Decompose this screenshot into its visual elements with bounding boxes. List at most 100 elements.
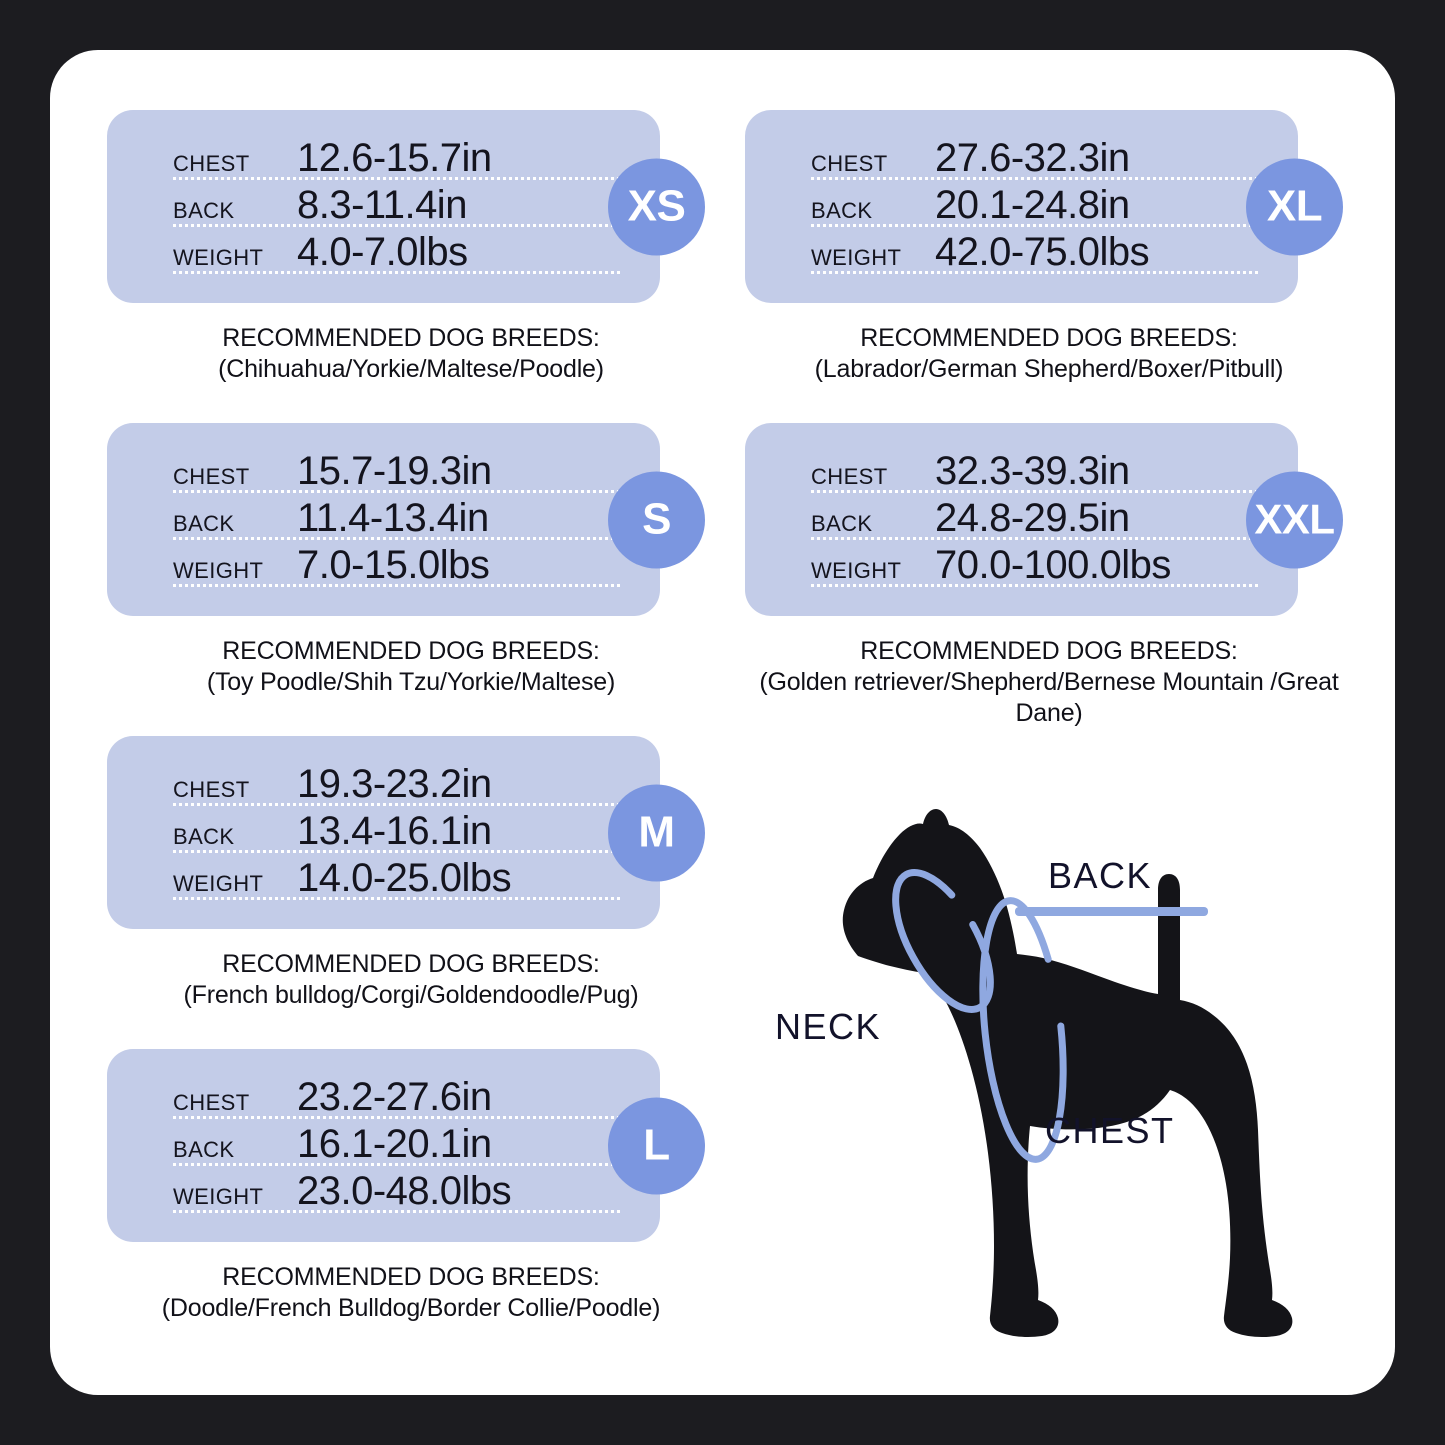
caption-heading: RECOMMENDED DOG BREEDS: [222,1263,600,1291]
breed-caption: RECOMMENDED DOG BREEDS: (Toy Poodle/Shih… [107,636,705,698]
row-label-weight: WEIGHT [811,245,902,270]
dog-silhouette-icon [842,809,1293,1337]
measurement-row-chest: CHEST 27.6-32.3in [745,136,1298,183]
breed-caption: RECOMMENDED DOG BREEDS: (Labrador/German… [745,323,1343,385]
size-card: CHEST 12.6-15.7in BACK 8.3-11.4in WEIGHT… [107,110,705,303]
size-chart-panel: CHEST 12.6-15.7in BACK 8.3-11.4in WEIGHT… [50,50,1395,1395]
row-value-weight: 42.0-75.0lbs [931,232,1156,276]
row-value-weight: 14.0-25.0lbs [293,858,518,902]
breed-caption: RECOMMENDED DOG BREEDS: (French bulldog/… [107,949,705,1011]
size-badge-xl: XL [1246,158,1343,255]
breed-caption: RECOMMENDED DOG BREEDS: (Golden retrieve… [745,636,1343,729]
row-value-chest: 27.6-32.3in [931,138,1136,182]
row-value-weight: 23.0-48.0lbs [293,1171,518,1215]
size-block-xl: CHEST 27.6-32.3in BACK 20.1-24.8in WEIGH… [745,110,1343,385]
row-value-chest: 23.2-27.6in [293,1077,498,1121]
measurement-row-back: BACK 20.1-24.8in [745,183,1298,230]
size-block-s: CHEST 15.7-19.3in BACK 11.4-13.4in WEIGH… [107,423,705,698]
dog-diagram-svg [842,809,1293,1337]
row-label-chest: CHEST [811,151,888,176]
size-badge-xxl: XXL [1246,471,1343,568]
chest-measure-loop [979,897,1067,1163]
row-label-back: BACK [173,1137,235,1162]
measurement-row-back: BACK 8.3-11.4in [107,183,660,230]
row-label-chest: CHEST [173,464,250,489]
row-value-weight: 4.0-7.0lbs [293,232,474,276]
measurement-row-back: BACK 16.1-20.1in [107,1122,660,1169]
caption-breeds: (Doodle/French Bulldog/Border Collie/Poo… [161,1294,661,1322]
measurement-row-weight: WEIGHT 70.0-100.0lbs [745,543,1298,590]
caption-heading: RECOMMENDED DOG BREEDS: [222,637,600,665]
size-card: CHEST 32.3-39.3in BACK 24.8-29.5in WEIGH… [745,423,1343,616]
size-card: CHEST 23.2-27.6in BACK 16.1-20.1in WEIGH… [107,1049,705,1242]
row-label-chest: CHEST [173,777,250,802]
row-value-back: 8.3-11.4in [293,185,473,229]
breed-caption: RECOMMENDED DOG BREEDS: (Chihuahua/Yorki… [107,323,705,385]
row-label-chest: CHEST [173,151,250,176]
measurement-row-weight: WEIGHT 23.0-48.0lbs [107,1169,660,1216]
caption-heading: RECOMMENDED DOG BREEDS: [222,324,600,352]
measurement-row-chest: CHEST 12.6-15.7in [107,136,660,183]
size-card: CHEST 15.7-19.3in BACK 11.4-13.4in WEIGH… [107,423,705,616]
row-value-back: 11.4-13.4in [293,498,495,542]
measurement-row-chest: CHEST 23.2-27.6in [107,1075,660,1122]
back-measure-line [1015,907,1208,916]
row-label-weight: WEIGHT [811,558,902,583]
size-badge-s: S [608,471,705,568]
size-block-m: CHEST 19.3-23.2in BACK 13.4-16.1in WEIGH… [107,736,705,1011]
row-value-back: 13.4-16.1in [293,811,498,855]
breed-caption: RECOMMENDED DOG BREEDS: (Doodle/French B… [107,1262,705,1324]
measurement-row-chest: CHEST 15.7-19.3in [107,449,660,496]
row-value-chest: 12.6-15.7in [293,138,498,182]
caption-breeds: (Labrador/German Shepherd/Boxer/Pitbull) [814,355,1284,383]
row-value-back: 16.1-20.1in [293,1124,498,1168]
row-value-chest: 15.7-19.3in [293,451,498,495]
row-label-weight: WEIGHT [173,1184,264,1209]
measurement-row-weight: WEIGHT 4.0-7.0lbs [107,230,660,277]
row-label-back: BACK [811,511,873,536]
size-block-l: CHEST 23.2-27.6in BACK 16.1-20.1in WEIGH… [107,1049,705,1324]
row-label-weight: WEIGHT [173,245,264,270]
row-value-weight: 7.0-15.0lbs [293,545,496,589]
size-card: CHEST 27.6-32.3in BACK 20.1-24.8in WEIGH… [745,110,1343,303]
caption-breeds: (Chihuahua/Yorkie/Maltese/Poodle) [218,355,604,383]
measurement-row-chest: CHEST 19.3-23.2in [107,762,660,809]
caption-breeds: (Toy Poodle/Shih Tzu/Yorkie/Maltese) [206,668,616,696]
caption-breeds: (Golden retriever/Shepherd/Bernese Mount… [759,668,1339,727]
row-value-chest: 32.3-39.3in [931,451,1136,495]
measurement-row-chest: CHEST 32.3-39.3in [745,449,1298,496]
row-label-back: BACK [173,511,235,536]
measurement-row-weight: WEIGHT 14.0-25.0lbs [107,856,660,903]
measurement-row-back: BACK 24.8-29.5in [745,496,1298,543]
size-card: CHEST 19.3-23.2in BACK 13.4-16.1in WEIGH… [107,736,705,929]
diagram-label-back: BACK [1048,855,1153,896]
diagram-label-chest: CHEST [1045,1110,1175,1151]
row-label-back: BACK [173,824,235,849]
caption-heading: RECOMMENDED DOG BREEDS: [860,637,1238,665]
dog-measurement-diagram: BACK NECK CHEST [740,778,1350,1358]
measurement-row-back: BACK 11.4-13.4in [107,496,660,543]
size-badge-m: M [608,784,705,881]
row-label-weight: WEIGHT [173,558,264,583]
row-label-chest: CHEST [173,1090,250,1115]
row-label-back: BACK [811,198,873,223]
size-block-xxl: CHEST 32.3-39.3in BACK 24.8-29.5in WEIGH… [745,423,1343,729]
row-value-weight: 70.0-100.0lbs [931,545,1177,589]
row-label-weight: WEIGHT [173,871,264,896]
size-badge-xs: XS [608,158,705,255]
row-value-chest: 19.3-23.2in [293,764,498,808]
size-badge-l: L [608,1097,705,1194]
row-value-back: 20.1-24.8in [931,185,1136,229]
row-label-chest: CHEST [811,464,888,489]
row-label-back: BACK [173,198,235,223]
measurement-row-back: BACK 13.4-16.1in [107,809,660,856]
caption-heading: RECOMMENDED DOG BREEDS: [860,324,1238,352]
measurement-row-weight: WEIGHT 7.0-15.0lbs [107,543,660,590]
caption-heading: RECOMMENDED DOG BREEDS: [222,950,600,978]
caption-breeds: (French bulldog/Corgi/Goldendoodle/Pug) [183,981,639,1009]
row-value-back: 24.8-29.5in [931,498,1136,542]
diagram-label-neck: NECK [775,1006,882,1047]
size-block-xs: CHEST 12.6-15.7in BACK 8.3-11.4in WEIGHT… [107,110,705,385]
measurement-row-weight: WEIGHT 42.0-75.0lbs [745,230,1298,277]
